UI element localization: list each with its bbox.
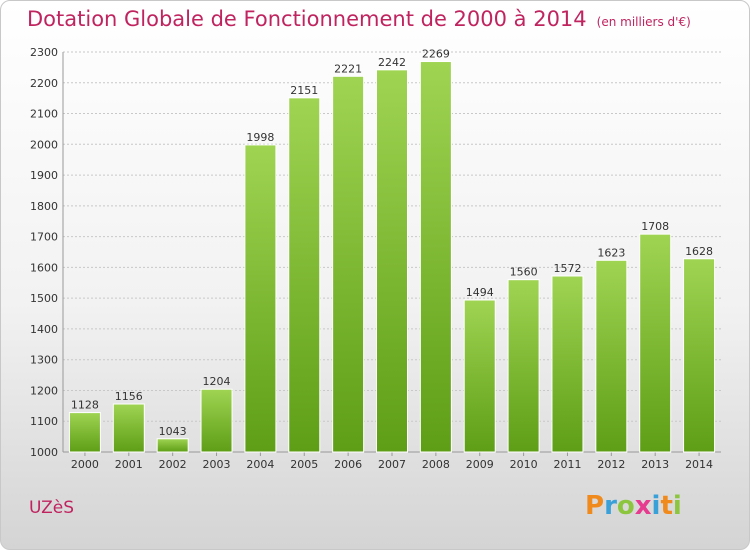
x-tick-label: 2005: [290, 458, 318, 471]
bar: [244, 144, 277, 453]
bar-value-label: 2221: [334, 62, 362, 75]
y-tick-label: 2100: [30, 108, 58, 121]
bar: [200, 388, 233, 453]
bar: [332, 75, 365, 453]
logo-letter: t: [660, 491, 673, 521]
x-tick-label: 2000: [71, 458, 99, 471]
x-tick-label: 2011: [553, 458, 581, 471]
bar-value-label: 2242: [378, 56, 406, 69]
x-tick-label: 2002: [159, 458, 187, 471]
bar: [551, 275, 584, 453]
bars: [68, 61, 716, 453]
x-tick-label: 2003: [203, 458, 231, 471]
bar: [595, 259, 628, 453]
y-tick-label: 1200: [30, 384, 58, 397]
x-tick-label: 2013: [641, 458, 669, 471]
proxiti-logo[interactable]: Proxiti: [585, 491, 682, 521]
x-tick-label: 2008: [422, 458, 450, 471]
logo-letter: P: [585, 491, 605, 521]
y-tick-label: 1000: [30, 446, 58, 459]
x-tick-label: 2007: [378, 458, 406, 471]
bar: [68, 412, 101, 453]
x-tick-label: 2012: [597, 458, 625, 471]
bar-value-label: 1628: [685, 245, 713, 258]
bar: [463, 299, 496, 453]
bar: [376, 69, 408, 453]
bar: [507, 279, 540, 453]
x-tick-label: 2010: [510, 458, 538, 471]
y-tick-label: 2200: [30, 77, 58, 90]
bar-value-label: 1560: [510, 266, 538, 279]
bar: [156, 438, 189, 453]
logo-letter: i: [651, 491, 661, 521]
logo-letter: o: [616, 491, 635, 521]
bar-value-label: 1623: [597, 246, 625, 259]
bar: [683, 258, 716, 453]
x-tick-label: 2001: [115, 458, 143, 471]
bar-value-label: 1998: [246, 131, 274, 144]
bar: [419, 61, 452, 453]
y-tick-label: 1100: [30, 415, 58, 428]
bar-value-label: 1494: [466, 286, 494, 299]
x-tick-label: 2004: [246, 458, 274, 471]
x-tick-label: 2009: [466, 458, 494, 471]
bar-value-label: 1708: [641, 220, 669, 233]
logo-letter: i: [672, 491, 682, 521]
bar-value-label: 1043: [159, 425, 187, 438]
y-tick-label: 2000: [30, 138, 58, 151]
bar-value-label: 2269: [422, 48, 450, 61]
logo-letter: r: [604, 491, 617, 521]
bar-value-label: 1156: [115, 390, 143, 403]
y-tick-label: 1700: [30, 231, 58, 244]
y-tick-label: 1600: [30, 261, 58, 274]
bar-value-label: 2151: [290, 84, 318, 97]
bar: [112, 403, 145, 453]
y-tick-label: 1400: [30, 323, 58, 336]
x-tick-label: 2014: [685, 458, 713, 471]
bar: [639, 233, 672, 453]
chart-subtitle: (en milliers d'€): [596, 15, 691, 29]
x-tick-label: 2006: [334, 458, 362, 471]
y-tick-label: 1300: [30, 354, 58, 367]
city-name: UZèS: [29, 498, 75, 518]
y-tick-label: 1500: [30, 292, 58, 305]
y-tick-label: 2300: [30, 46, 58, 59]
y-tick-label: 1900: [30, 169, 58, 182]
chart-title-text: Dotation Globale de Fonctionnement de 20…: [27, 7, 587, 31]
labels: 1000 1100 1200 1300 1400 1500 1600 1700 1800 1900…: [30, 46, 713, 471]
y-tick-label: 1800: [30, 200, 58, 213]
bar: [288, 97, 321, 453]
logo-letter: x: [634, 491, 652, 521]
chart-title: Dotation Globale de Fonctionnement de 20…: [27, 7, 691, 31]
bar-value-label: 1204: [203, 375, 231, 388]
bar-value-label: 1128: [71, 399, 99, 412]
bar-value-label: 1572: [553, 262, 581, 275]
